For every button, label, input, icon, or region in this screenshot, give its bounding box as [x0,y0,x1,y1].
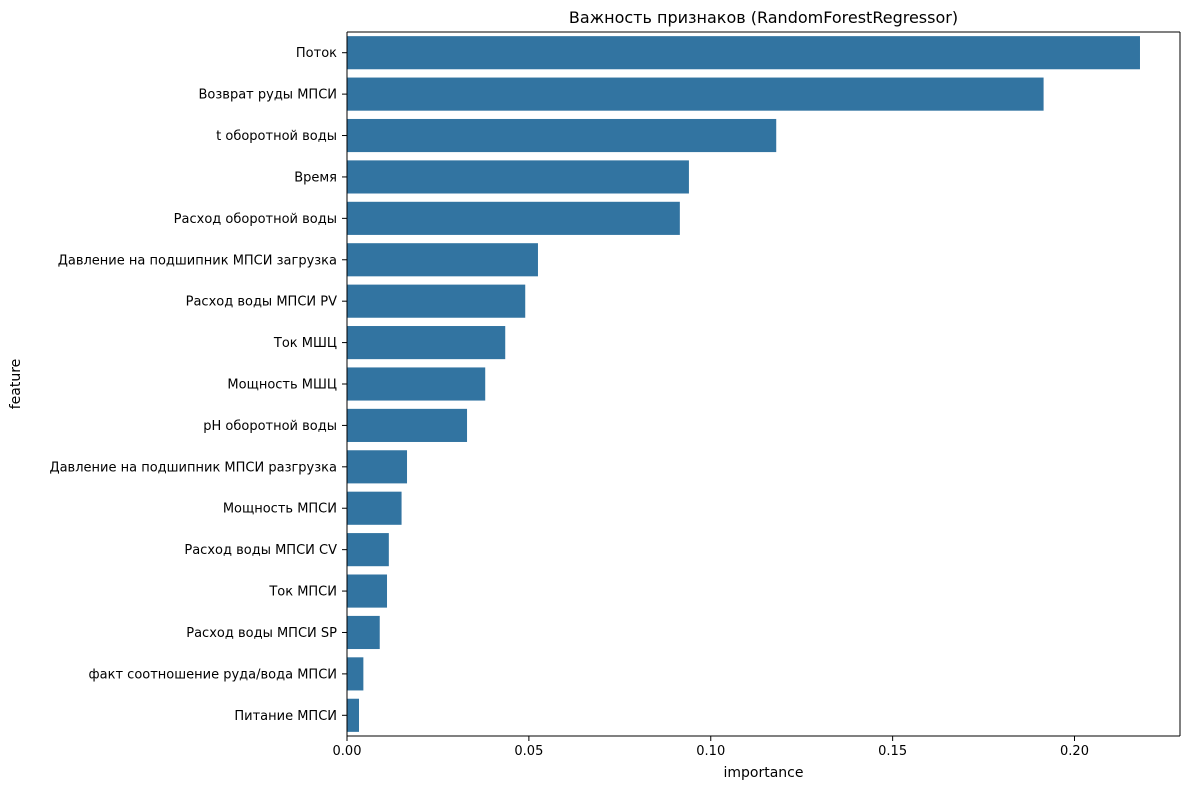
y-axis-label: feature [8,359,24,410]
y-tick-label: Расход оборотной воды [174,212,337,227]
bar [347,243,538,277]
y-tick-label: Возврат руды МПСИ [199,88,338,103]
x-ticks: 0.00 0.05 0.10 0.15 0.20 [333,736,1089,759]
y-tick-label: t оборотной воды [216,129,337,144]
axes-frame [346,31,1181,737]
y-tick-label: Ток МПСИ [268,585,337,600]
y-tick-label: Питание МПСИ [234,709,337,724]
y-tick-label: Давление на подшипник МПСИ разгрузка [49,460,337,475]
x-tick-label: 0.10 [696,744,725,759]
y-tick-label: Мощность МПСИ [223,502,337,517]
bar [347,201,680,235]
bar [347,450,408,484]
chart-title: Важность признаков (RandomForestRegresso… [569,8,958,27]
bar [347,408,468,442]
y-tick-labels: Поток Возврат руды МПСИ t оборотной воды Вр… [49,46,347,724]
x-tick-label: 0.20 [1060,744,1089,759]
bar [347,77,1044,111]
bar [347,36,1140,70]
bar [347,367,486,401]
x-tick-label: 0.00 [333,744,362,759]
y-tick-label: Расход воды МПСИ PV [186,295,337,310]
bar [347,326,506,360]
bar [347,657,364,691]
bar [347,118,777,153]
y-tick-label: Поток [296,46,337,61]
y-tick-label: Мощность МШЦ [227,378,337,393]
bar [347,574,388,608]
bar [347,284,526,318]
y-tick-label: факт соотношение руда/вода МПСИ [89,667,337,682]
y-tick-label: pH оборотной воды [203,419,337,434]
y-tick-label: Расход воды МПСИ SP [186,626,337,641]
x-axis-label: importance [724,765,804,781]
y-tick-label: Ток МШЦ [273,336,337,351]
bars [347,36,1140,732]
y-tick-label: Давление на подшипник МПСИ загрузка [58,253,337,268]
bar [347,491,402,525]
bar [347,533,389,567]
bar [347,698,360,732]
x-tick-label: 0.15 [878,744,907,759]
bar [347,160,689,194]
x-tick-label: 0.05 [514,744,543,759]
y-tick-label: Время [294,170,337,185]
y-tick-label: Расход воды МПСИ CV [184,543,337,558]
bar [347,615,380,650]
